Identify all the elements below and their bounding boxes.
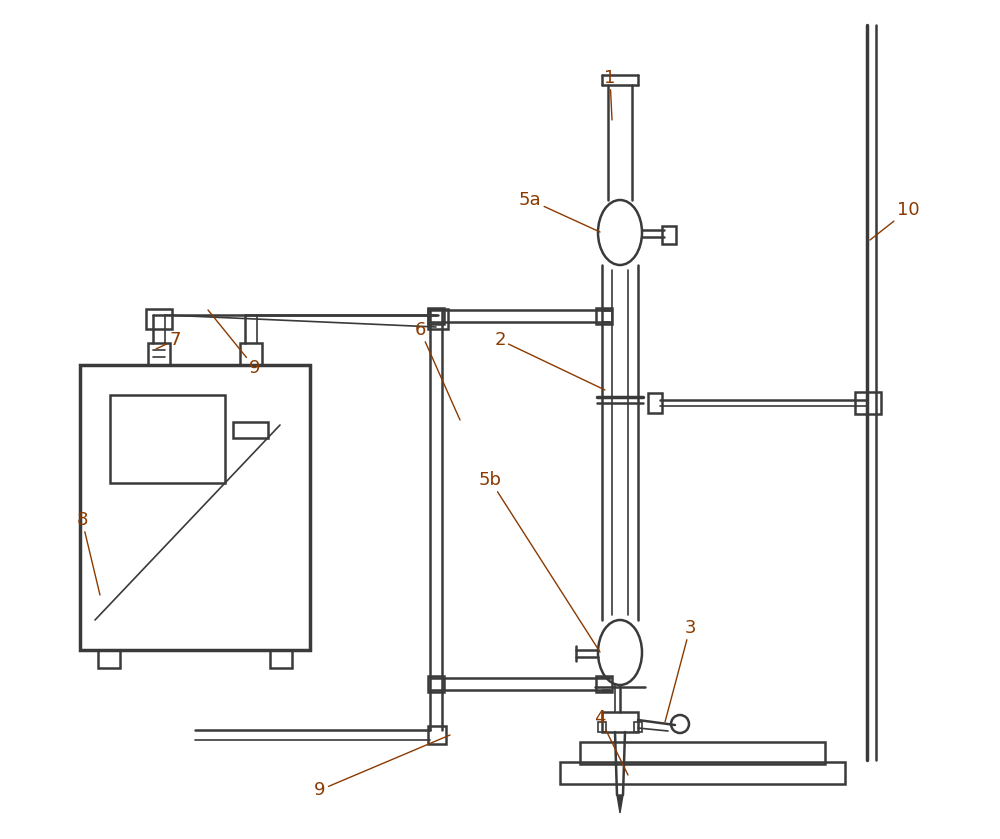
- Bar: [662, 226, 676, 244]
- Bar: [596, 308, 612, 324]
- Polygon shape: [617, 795, 623, 813]
- Bar: [148, 343, 170, 365]
- Bar: [428, 309, 448, 329]
- Text: 6: 6: [414, 321, 460, 420]
- Bar: [80, 365, 310, 650]
- Bar: [634, 722, 642, 732]
- Bar: [98, 650, 120, 668]
- Bar: [110, 395, 225, 483]
- Bar: [428, 726, 446, 744]
- Bar: [580, 742, 825, 764]
- Text: 4: 4: [594, 709, 628, 775]
- Text: 3: 3: [665, 619, 696, 722]
- Text: 5a: 5a: [519, 191, 600, 232]
- Text: 8: 8: [76, 511, 100, 595]
- Bar: [596, 676, 612, 692]
- Bar: [560, 762, 845, 784]
- Text: 7: 7: [156, 331, 181, 349]
- Text: 2: 2: [494, 331, 605, 390]
- Text: 5b: 5b: [479, 471, 600, 652]
- Bar: [270, 650, 292, 668]
- Bar: [855, 392, 881, 414]
- Text: 9: 9: [208, 310, 261, 377]
- Bar: [648, 393, 662, 413]
- Bar: [598, 722, 606, 732]
- Text: 1: 1: [604, 69, 616, 120]
- Bar: [240, 343, 262, 365]
- Bar: [602, 712, 638, 732]
- Bar: [428, 676, 444, 692]
- Bar: [146, 309, 172, 329]
- Text: 10: 10: [870, 201, 919, 240]
- Text: 9: 9: [314, 735, 450, 799]
- Bar: [428, 308, 444, 324]
- Bar: [233, 422, 268, 438]
